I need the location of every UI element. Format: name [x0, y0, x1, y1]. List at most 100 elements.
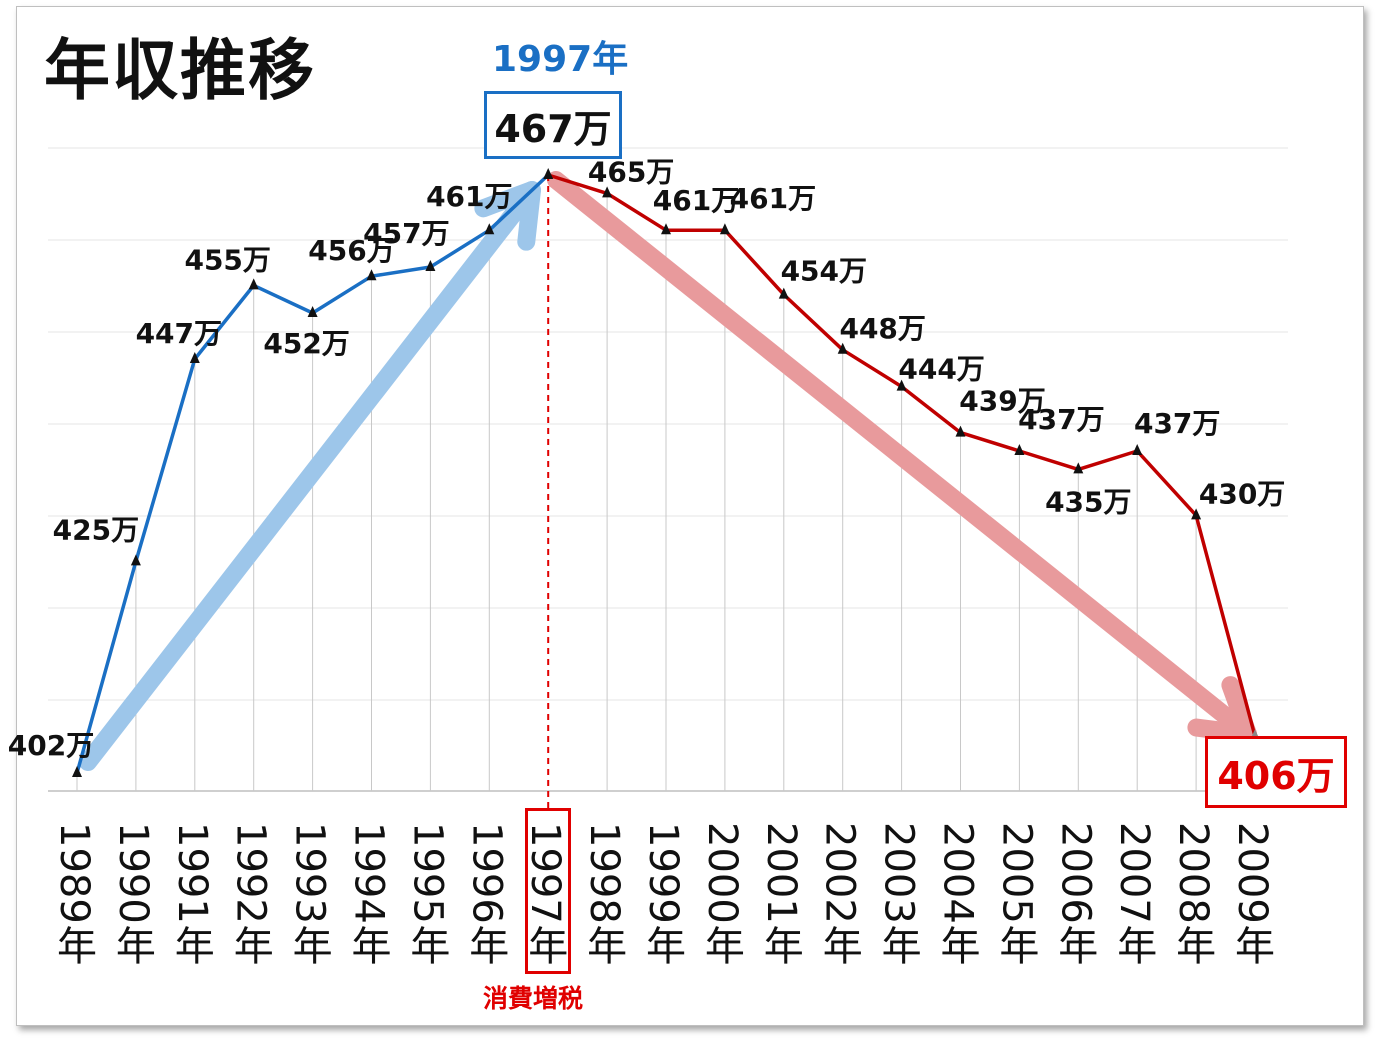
fall-trend-arrow-head [1187, 676, 1257, 743]
svg-text:年: 年 [705, 924, 745, 970]
svg-text:2008: 2008 [1170, 822, 1216, 924]
marker-2006年 [1073, 462, 1084, 474]
tax-year-highlight-box [525, 808, 571, 974]
marker-1995年 [425, 260, 436, 271]
marker-2008年 [1191, 508, 1202, 520]
svg-text:1989: 1989 [51, 822, 97, 924]
svg-text:年: 年 [1058, 924, 1098, 970]
marker-2007年 [1132, 444, 1143, 455]
data-label-1993年: 452万 [263, 327, 349, 360]
chart-title: 年収推移 [44, 32, 316, 109]
peak-value-box: 467万 [484, 91, 622, 159]
svg-text:2002: 2002 [817, 822, 863, 924]
marker-1998年 [602, 186, 613, 198]
marker-1989年 [72, 766, 82, 777]
data-label-1994年: 456万 [308, 234, 394, 267]
data-label-1991年: 447万 [136, 317, 222, 350]
data-label-2001年: 454万 [781, 255, 867, 288]
marker-2002年 [837, 342, 848, 354]
svg-text:年: 年 [1176, 924, 1216, 970]
svg-text:1992: 1992 [228, 822, 274, 924]
svg-text:年: 年 [175, 924, 215, 970]
marker-2003年 [896, 379, 907, 391]
svg-text:年: 年 [941, 924, 981, 970]
svg-text:1994: 1994 [346, 822, 392, 924]
data-label-2006年: 435万 [1045, 485, 1131, 518]
svg-text:年: 年 [234, 924, 274, 970]
marker-1994年 [366, 269, 377, 281]
svg-text:2001: 2001 [758, 822, 804, 924]
marker-1999年 [661, 223, 671, 235]
svg-text:2003: 2003 [876, 822, 922, 924]
svg-text:1996: 1996 [463, 822, 509, 924]
data-label-2008年: 430万 [1199, 477, 1285, 510]
data-label-1999年: 461万 [653, 184, 739, 217]
svg-text:1995: 1995 [404, 822, 450, 924]
svg-text:年: 年 [1235, 924, 1275, 970]
data-label-1995年: 457万 [363, 217, 449, 250]
svg-text:2000: 2000 [699, 822, 745, 924]
data-label-2007年: 437万 [1134, 407, 1220, 440]
marker-1997年 [543, 168, 554, 179]
end-value-box: 406万 [1205, 736, 1347, 808]
svg-text:1993: 1993 [287, 822, 333, 924]
marker-2005年 [1014, 444, 1025, 455]
svg-text:年: 年 [882, 924, 922, 970]
svg-text:2005: 2005 [993, 822, 1039, 924]
marker-1996年 [484, 223, 495, 235]
data-label-2002年: 448万 [839, 312, 925, 345]
svg-text:1997: 1997 [522, 822, 568, 924]
svg-text:年: 年 [293, 924, 333, 970]
svg-text:年: 年 [469, 924, 509, 970]
marker-1991年 [189, 352, 200, 363]
marker-1990年 [130, 554, 141, 566]
data-label-1992年: 455万 [184, 243, 270, 276]
svg-text:年: 年 [1117, 924, 1157, 970]
rise-trend-arrow [79, 181, 541, 771]
tax-increase-label: 消費増税 [483, 984, 584, 1013]
svg-text:年: 年 [57, 924, 97, 970]
marker-1992年 [248, 278, 259, 290]
svg-text:年: 年 [823, 924, 863, 970]
svg-text:2007: 2007 [1111, 822, 1157, 924]
data-label-2004年: 439万 [959, 385, 1045, 418]
data-label-1996年: 461万 [426, 180, 512, 213]
svg-text:1999: 1999 [640, 822, 686, 924]
data-label-1998年: 465万 [588, 155, 674, 188]
data-label-2003年: 444万 [898, 353, 984, 386]
svg-text:2009: 2009 [1229, 822, 1275, 924]
marker-2000年 [719, 223, 730, 235]
svg-text:年: 年 [999, 924, 1039, 970]
svg-text:年: 年 [352, 924, 392, 970]
peak-year-label: 1997年 [492, 39, 629, 80]
svg-text:2006: 2006 [1052, 822, 1098, 924]
data-label-1990年: 425万 [53, 513, 139, 546]
fall-trend-arrow [547, 171, 1257, 743]
svg-text:年: 年 [410, 924, 450, 970]
svg-text:年: 年 [116, 924, 156, 970]
svg-text:年: 年 [764, 924, 804, 970]
svg-text:年: 年 [528, 924, 568, 970]
svg-text:年: 年 [646, 924, 686, 970]
svg-text:年: 年 [587, 924, 627, 970]
